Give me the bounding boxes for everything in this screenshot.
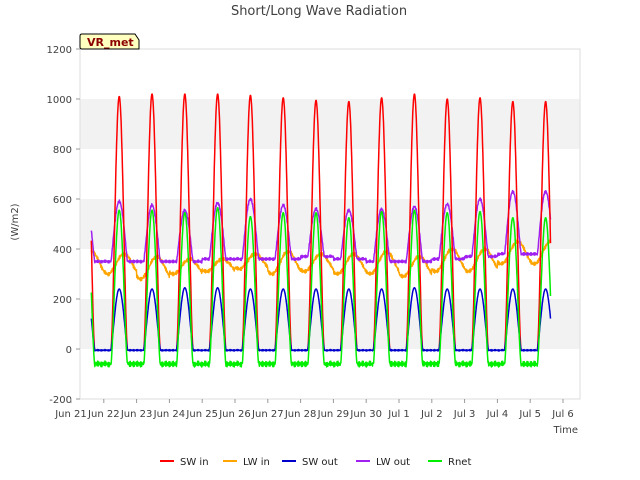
- y-tick-label: 1200: [47, 45, 72, 56]
- badge-box: [79, 33, 140, 50]
- y-tick-label: 200: [53, 295, 72, 306]
- grid-band: [80, 49, 580, 99]
- x-axis-label: Time: [553, 425, 578, 436]
- x-tick-label: Jul 3: [453, 409, 476, 420]
- x-tick-label: Jun 21: [54, 409, 87, 420]
- legend-label: LW in: [243, 457, 270, 468]
- legend-label: Rnet: [448, 457, 471, 468]
- grid-band: [80, 149, 580, 199]
- x-tick-label: Jun 29: [317, 409, 350, 420]
- x-tick-label: Jun 30: [349, 409, 382, 420]
- x-tick-label: Jul 2: [420, 409, 443, 420]
- series-line-rnet: [90, 207, 552, 368]
- y-axis: -200 0 200 400 600 800 1000 1200: [47, 45, 80, 406]
- x-tick-label: Jun 24: [153, 409, 186, 420]
- y-tick-label: 400: [53, 245, 72, 256]
- y-tick-label: 800: [53, 145, 72, 156]
- station-badge: VR_met: [79, 33, 140, 50]
- y-tick-label: -200: [49, 395, 72, 406]
- x-tick-label: Jun 23: [120, 409, 153, 420]
- x-tick-label: Jun 26: [218, 409, 251, 420]
- y-tick-label: 1000: [47, 95, 72, 106]
- y-axis-label: (W/m2): [10, 203, 21, 240]
- x-tick-label: Jun 28: [284, 409, 317, 420]
- x-tick-label: Jul 6: [551, 409, 574, 420]
- y-tick-label: 0: [66, 345, 72, 356]
- legend-label: SW out: [302, 457, 338, 468]
- grid-band: [80, 349, 580, 399]
- x-tick-label: Jun 22: [87, 409, 120, 420]
- x-tick-label: Jul 1: [387, 409, 410, 420]
- badge-label: VR_met: [87, 36, 134, 49]
- grid-band: [80, 299, 580, 349]
- legend-label: SW in: [180, 457, 209, 468]
- chart-title: Short/Long Wave Radiation: [231, 4, 407, 19]
- plot-frame: [79, 48, 581, 400]
- series-lines: [90, 93, 552, 368]
- x-tick-label: Jun 27: [251, 409, 284, 420]
- x-tick-label: Jul 4: [486, 409, 509, 420]
- x-tick-label: Jun 25: [185, 409, 218, 420]
- legend-label: LW out: [376, 457, 410, 468]
- grid-band: [80, 199, 580, 249]
- y-tick-label: 600: [53, 195, 72, 206]
- legend: SW in LW in SW out LW out Rnet: [160, 457, 471, 468]
- x-axis: Jun 21 Jun 22 Jun 23 Jun 24 Jun 25 Jun 26 Jun …: [54, 399, 574, 420]
- x-tick-label: Jul 5: [518, 409, 541, 420]
- grid-band: [80, 99, 580, 149]
